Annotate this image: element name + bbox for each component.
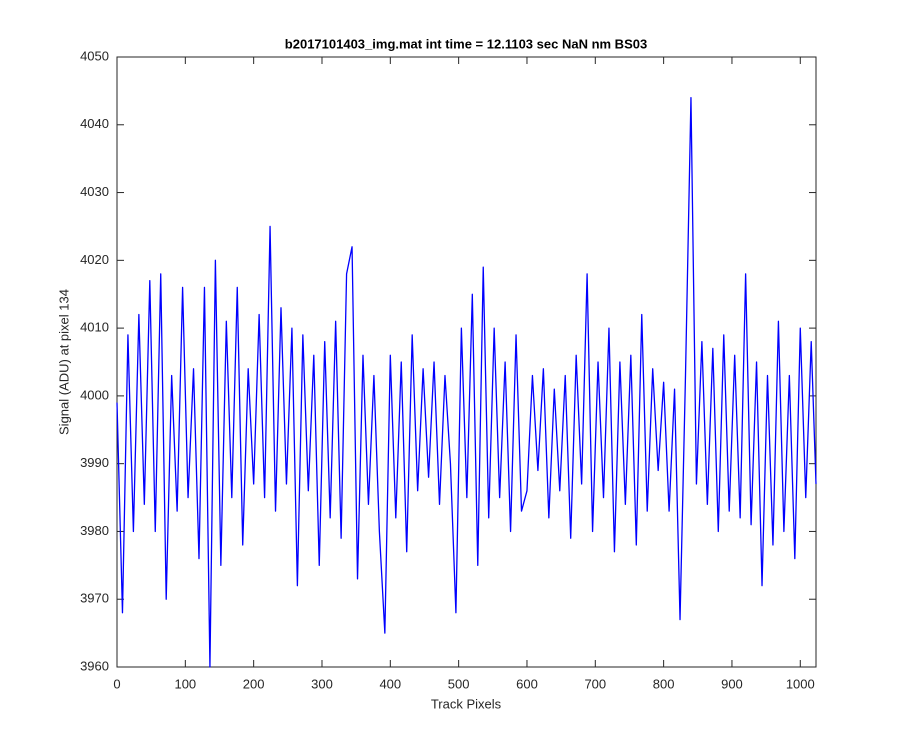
y-tick-label: 4000 [80, 387, 109, 402]
y-tick-label: 3980 [80, 523, 109, 538]
y-tick-label: 3970 [80, 591, 109, 606]
y-tick-label: 3990 [80, 455, 109, 470]
x-axis-label: Track Pixels [431, 696, 502, 711]
x-tick-label: 900 [721, 676, 743, 691]
y-tick-label: 4010 [80, 320, 109, 335]
x-tick-label: 700 [584, 676, 606, 691]
x-tick-label: 300 [311, 676, 333, 691]
chart-title: b2017101403_img.mat int time = 12.1103 s… [285, 36, 647, 51]
x-tick-label: 0 [113, 676, 120, 691]
y-tick-label: 4030 [80, 184, 109, 199]
x-tick-label: 400 [379, 676, 401, 691]
y-tick-label: 4050 [80, 48, 109, 63]
y-tick-label: 3960 [80, 658, 109, 673]
y-tick-label: 4040 [80, 116, 109, 131]
x-tick-label: 800 [653, 676, 675, 691]
x-tick-label: 200 [243, 676, 265, 691]
x-tick-label: 600 [516, 676, 538, 691]
x-tick-label: 1000 [786, 676, 815, 691]
y-tick-label: 4020 [80, 252, 109, 267]
x-tick-label: 500 [448, 676, 470, 691]
x-tick-label: 100 [174, 676, 196, 691]
axes-box [116, 56, 817, 668]
y-axis-label: Signal (ADU) at pixel 134 [56, 289, 71, 435]
data-line [116, 97, 817, 668]
